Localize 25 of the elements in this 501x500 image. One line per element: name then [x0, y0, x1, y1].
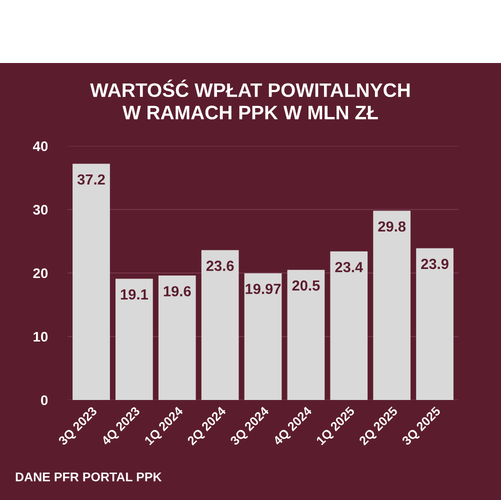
- bar: [416, 248, 454, 400]
- data-label: 23.6: [206, 260, 234, 272]
- chart-title: WARTOŚĆ WPŁAT POWITALNYCH W RAMACH PPK W MLN ZŁ: [90, 80, 410, 120]
- bar: [116, 278, 153, 400]
- data-label: 19.1: [120, 289, 148, 300]
- bar: [72, 164, 110, 400]
- text: DANE PFR PORTAL PPK: [16, 472, 162, 482]
- y-tick-label: 0: [41, 395, 48, 406]
- bar: [201, 250, 239, 400]
- bar: [244, 273, 282, 400]
- data-label: 20.5: [292, 280, 320, 291]
- data-label: 29.8: [378, 221, 406, 232]
- y-tick-label: 20: [33, 268, 48, 278]
- y-tick-label: 40: [32, 141, 48, 152]
- data-label: 37.2: [77, 174, 105, 185]
- data-label: 19.97: [246, 284, 281, 294]
- y-tick-label: 30: [33, 204, 48, 215]
- bar: [330, 251, 368, 400]
- bar: [287, 270, 325, 400]
- data-label: 23.4: [335, 262, 364, 272]
- data-label: 23.9: [421, 258, 448, 270]
- bar: [158, 276, 196, 400]
- data-label: 19.6: [164, 286, 191, 296]
- bar: [373, 210, 411, 400]
- y-tick-label: 10: [34, 332, 48, 342]
